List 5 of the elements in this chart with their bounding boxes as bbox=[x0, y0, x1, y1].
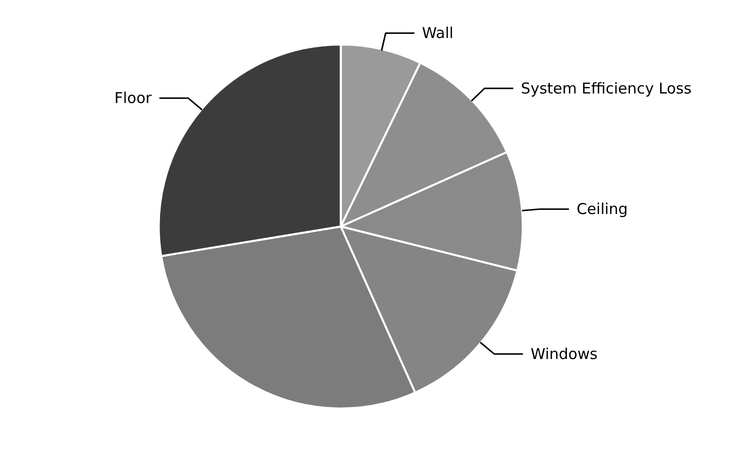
slice-label: Floor bbox=[114, 89, 153, 108]
slice-label: Ceiling bbox=[576, 200, 628, 218]
slice-label: Wall bbox=[422, 24, 454, 42]
slice-label: Windows bbox=[530, 344, 598, 363]
slice-label: System Efficiency Loss bbox=[520, 79, 692, 98]
